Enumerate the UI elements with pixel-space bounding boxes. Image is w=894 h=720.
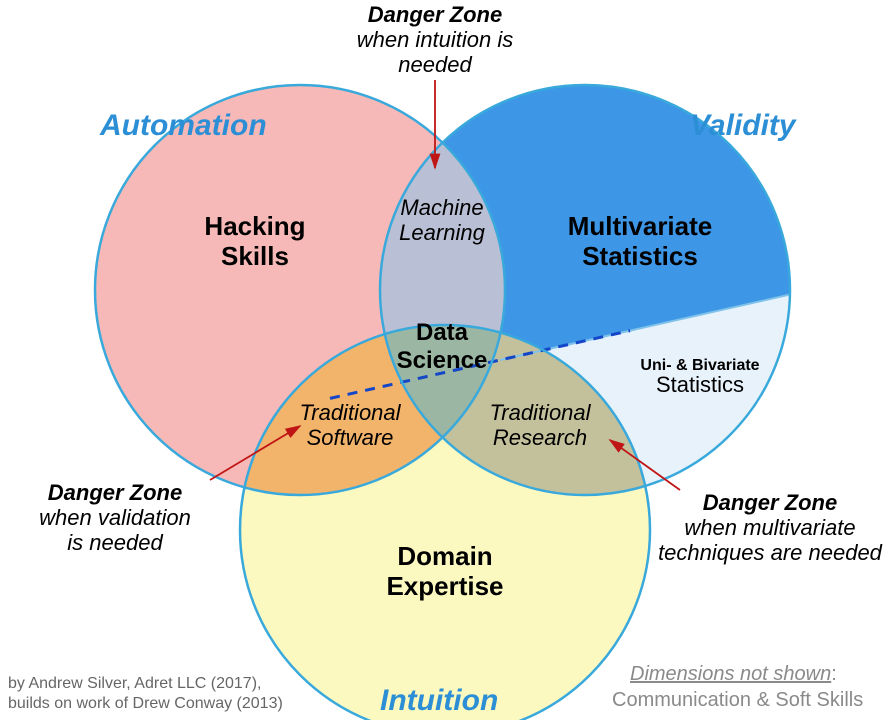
res-label-l1: Traditional (489, 400, 591, 425)
hacking-label-l2: Skills (221, 241, 289, 271)
danger-top-l2: needed (398, 52, 472, 77)
danger-right-l1: when multivariate (684, 515, 855, 540)
sw-label-l2: Software (307, 425, 394, 450)
res-label-l2: Research (493, 425, 587, 450)
unibi-label-l2: Statistics (656, 372, 744, 397)
center-label-l2: Science (397, 347, 488, 374)
hacking-label-l1: Hacking (204, 211, 305, 241)
center-label-l1: Data (416, 319, 469, 346)
sw-label-l1: Traditional (299, 400, 401, 425)
danger-right-l2: techniques are needed (658, 540, 883, 565)
danger-left-l1: when validation (39, 505, 191, 530)
ml-label-l2: Learning (399, 220, 485, 245)
validity-label: Validity (690, 109, 797, 142)
stats-label-l2: Statistics (582, 241, 698, 271)
danger-top-l1: when intuition is (357, 27, 514, 52)
danger-left-title: Danger Zone (48, 480, 182, 505)
automation-label: Automation (99, 109, 267, 142)
credit-l1: by Andrew Silver, Adret LLC (2017), (8, 675, 261, 692)
stats-label-l1: Multivariate (568, 211, 713, 241)
domain-label-l2: Expertise (386, 571, 503, 601)
credit-l2: builds on work of Drew Conway (2013) (8, 695, 283, 712)
danger-top-title: Danger Zone (368, 2, 502, 27)
note-l1: Dimensions not shown: (630, 663, 837, 685)
domain-label-l1: Domain (397, 541, 492, 571)
note-l2: Communication & Soft Skills (612, 689, 863, 711)
danger-left-l2: is needed (67, 530, 163, 555)
ml-label-l1: Machine (400, 195, 483, 220)
danger-right-title: Danger Zone (703, 490, 837, 515)
intuition-label: Intuition (380, 684, 498, 717)
